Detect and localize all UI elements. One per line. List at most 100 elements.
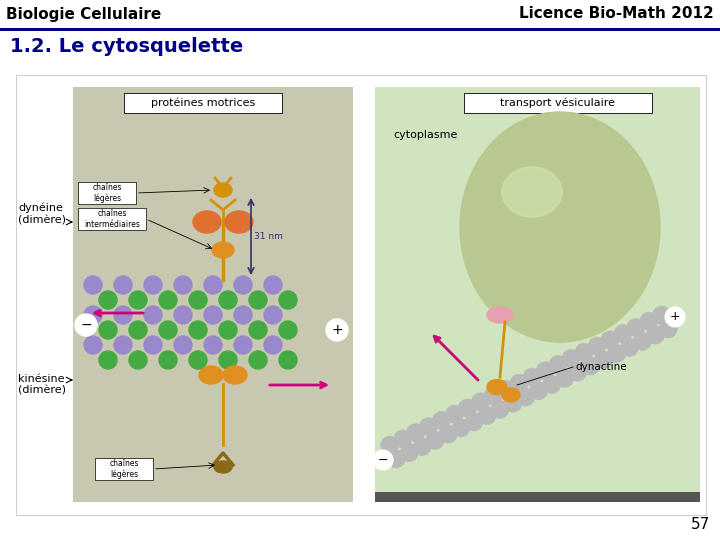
Circle shape: [536, 362, 554, 380]
Ellipse shape: [199, 366, 223, 384]
Circle shape: [498, 380, 516, 399]
Ellipse shape: [223, 366, 247, 384]
Bar: [78, 208, 146, 230]
Bar: [464, 93, 652, 113]
Circle shape: [264, 276, 282, 294]
Text: dynéine
(dimère): dynéine (dimère): [18, 203, 66, 225]
Bar: [95, 458, 153, 480]
Circle shape: [485, 387, 503, 404]
Circle shape: [279, 321, 297, 339]
Circle shape: [491, 400, 509, 418]
Circle shape: [326, 319, 348, 341]
Text: chaînes
intermédiaires: chaînes intermédiaires: [84, 210, 140, 229]
Circle shape: [614, 325, 632, 343]
Circle shape: [99, 321, 117, 339]
Text: 31 nm: 31 nm: [254, 232, 283, 241]
Circle shape: [387, 450, 405, 468]
Circle shape: [249, 291, 267, 309]
Circle shape: [660, 320, 678, 338]
Circle shape: [84, 306, 102, 324]
Circle shape: [510, 374, 528, 392]
Circle shape: [249, 351, 267, 369]
Circle shape: [452, 419, 470, 437]
Circle shape: [234, 306, 252, 324]
Text: 1.2. Le cytosquelette: 1.2. Le cytosquelette: [10, 37, 243, 56]
Bar: [78, 182, 136, 204]
Ellipse shape: [214, 461, 232, 473]
Circle shape: [665, 307, 685, 327]
Circle shape: [234, 276, 252, 294]
Circle shape: [517, 388, 535, 406]
Bar: [375, 87, 700, 502]
Text: Biologie Cellulaire: Biologie Cellulaire: [6, 6, 161, 22]
Text: dynactine: dynactine: [575, 362, 626, 372]
Circle shape: [608, 345, 626, 363]
Circle shape: [129, 321, 147, 339]
Circle shape: [413, 437, 431, 456]
Circle shape: [446, 405, 464, 423]
Circle shape: [279, 291, 297, 309]
Circle shape: [647, 326, 665, 344]
Ellipse shape: [225, 211, 253, 233]
Ellipse shape: [502, 167, 562, 217]
Text: −: −: [80, 318, 92, 332]
Circle shape: [426, 431, 444, 449]
Text: +: +: [670, 310, 680, 323]
Circle shape: [264, 336, 282, 354]
Ellipse shape: [212, 242, 234, 258]
Circle shape: [174, 276, 192, 294]
Circle shape: [569, 363, 587, 381]
Circle shape: [189, 351, 207, 369]
Circle shape: [114, 306, 132, 324]
Circle shape: [75, 314, 97, 336]
Circle shape: [189, 321, 207, 339]
Circle shape: [219, 351, 237, 369]
Circle shape: [129, 291, 147, 309]
Circle shape: [219, 321, 237, 339]
Circle shape: [627, 319, 645, 336]
Circle shape: [465, 413, 483, 431]
Circle shape: [114, 276, 132, 294]
Ellipse shape: [487, 380, 507, 395]
Circle shape: [621, 339, 639, 356]
Circle shape: [144, 276, 162, 294]
Circle shape: [159, 291, 177, 309]
Circle shape: [407, 424, 425, 442]
Circle shape: [381, 436, 399, 454]
Circle shape: [204, 336, 222, 354]
Circle shape: [530, 382, 548, 400]
Ellipse shape: [487, 307, 513, 323]
Circle shape: [219, 291, 237, 309]
Circle shape: [523, 368, 541, 386]
Circle shape: [99, 351, 117, 369]
Circle shape: [595, 351, 613, 369]
Bar: [16, 75, 706, 515]
Circle shape: [549, 356, 567, 374]
Circle shape: [556, 369, 574, 387]
Circle shape: [394, 430, 412, 448]
Circle shape: [601, 331, 619, 349]
Circle shape: [129, 351, 147, 369]
Circle shape: [582, 357, 600, 375]
Ellipse shape: [193, 211, 221, 233]
Circle shape: [84, 276, 102, 294]
Bar: [0, 28, 720, 31]
Circle shape: [588, 337, 606, 355]
Circle shape: [204, 306, 222, 324]
Circle shape: [433, 411, 451, 429]
Bar: [0, 0, 720, 28]
Circle shape: [204, 276, 222, 294]
Ellipse shape: [502, 388, 520, 402]
Circle shape: [279, 351, 297, 369]
Circle shape: [420, 417, 438, 436]
Circle shape: [634, 332, 652, 350]
Ellipse shape: [460, 112, 660, 342]
Text: Licence Bio-Math 2012: Licence Bio-Math 2012: [519, 6, 714, 22]
Circle shape: [543, 376, 561, 394]
Circle shape: [174, 306, 192, 324]
Circle shape: [439, 425, 457, 443]
Circle shape: [159, 321, 177, 339]
Bar: [73, 87, 353, 502]
Circle shape: [504, 394, 522, 412]
Circle shape: [562, 349, 580, 367]
